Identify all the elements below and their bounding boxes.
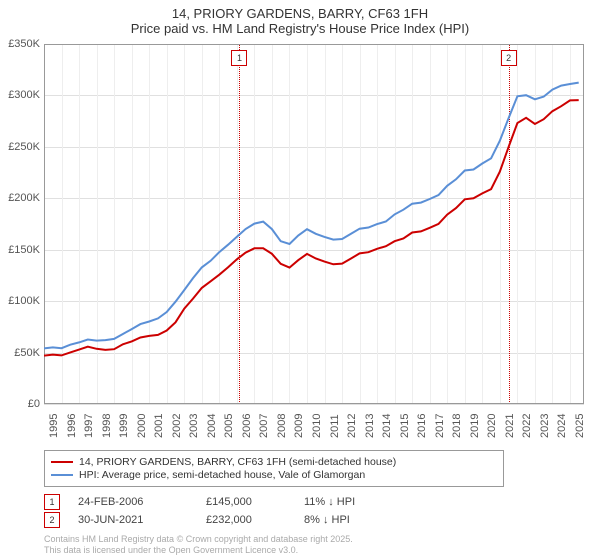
attribution-line1: Contains HM Land Registry data © Crown c… <box>44 534 353 545</box>
chart-container: 14, PRIORY GARDENS, BARRY, CF63 1FH Pric… <box>0 0 600 560</box>
xtick-label: 2018 <box>451 414 463 438</box>
xtick-label: 2021 <box>504 414 516 438</box>
xtick-label: 1995 <box>48 414 60 438</box>
xtick-label: 1996 <box>66 414 78 438</box>
xtick-label: 2010 <box>311 414 323 438</box>
ytick-label: £250K <box>0 141 40 153</box>
sale-delta: 8% ↓ HPI <box>304 514 394 526</box>
ytick-label: £300K <box>0 89 40 101</box>
xtick-label: 2020 <box>486 414 498 438</box>
ytick-label: £50K <box>0 347 40 359</box>
xtick-label: 2013 <box>364 414 376 438</box>
series-price_paid <box>44 100 579 356</box>
attribution: Contains HM Land Registry data © Crown c… <box>44 534 353 556</box>
sale-date: 30-JUN-2021 <box>78 514 188 526</box>
xtick-label: 2023 <box>539 414 551 438</box>
legend-label: HPI: Average price, semi-detached house,… <box>79 469 365 481</box>
legend: 14, PRIORY GARDENS, BARRY, CF63 1FH (sem… <box>44 450 504 487</box>
xtick-label: 2016 <box>416 414 428 438</box>
sale-delta: 11% ↓ HPI <box>304 496 394 508</box>
xtick-label: 1997 <box>83 414 95 438</box>
sale-date: 24-FEB-2006 <box>78 496 188 508</box>
series-hpi <box>44 83 579 349</box>
sale-price: £145,000 <box>206 496 286 508</box>
xtick-label: 2017 <box>434 414 446 438</box>
xtick-label: 2000 <box>136 414 148 438</box>
xtick-label: 1998 <box>101 414 113 438</box>
xtick-label: 2014 <box>381 414 393 438</box>
sale-marker-badge: 1 <box>44 494 60 510</box>
sale-marker-badge: 2 <box>44 512 60 528</box>
legend-swatch <box>51 461 73 464</box>
xtick-label: 2001 <box>153 414 165 438</box>
xtick-label: 2019 <box>469 414 481 438</box>
attribution-line2: This data is licensed under the Open Gov… <box>44 545 353 556</box>
xtick-label: 2009 <box>293 414 305 438</box>
ytick-label: £0 <box>0 398 40 410</box>
ytick-label: £150K <box>0 244 40 256</box>
xtick-label: 2006 <box>241 414 253 438</box>
xtick-label: 2012 <box>346 414 358 438</box>
gridline-y <box>44 404 584 405</box>
title-line1: 14, PRIORY GARDENS, BARRY, CF63 1FH <box>0 6 600 21</box>
xtick-label: 1999 <box>118 414 130 438</box>
ytick-label: £200K <box>0 192 40 204</box>
xtick-label: 2015 <box>399 414 411 438</box>
sales-table: 1 24-FEB-2006 £145,000 11% ↓ HPI 2 30-JUN-202… <box>44 494 394 530</box>
xtick-label: 2025 <box>574 414 586 438</box>
title-line2: Price paid vs. HM Land Registry's House … <box>0 21 600 36</box>
legend-label: 14, PRIORY GARDENS, BARRY, CF63 1FH (sem… <box>79 456 396 468</box>
xtick-label: 2003 <box>188 414 200 438</box>
line-series <box>44 44 584 404</box>
sale-row: 2 30-JUN-2021 £232,000 8% ↓ HPI <box>44 512 394 528</box>
xtick-label: 2024 <box>556 414 568 438</box>
ytick-label: £100K <box>0 295 40 307</box>
xtick-label: 2008 <box>276 414 288 438</box>
xtick-label: 2004 <box>206 414 218 438</box>
legend-item: 14, PRIORY GARDENS, BARRY, CF63 1FH (sem… <box>51 456 497 468</box>
xtick-label: 2002 <box>171 414 183 438</box>
title-block: 14, PRIORY GARDENS, BARRY, CF63 1FH Pric… <box>0 0 600 36</box>
sale-row: 1 24-FEB-2006 £145,000 11% ↓ HPI <box>44 494 394 510</box>
sale-price: £232,000 <box>206 514 286 526</box>
xtick-label: 2005 <box>223 414 235 438</box>
ytick-label: £350K <box>0 38 40 50</box>
xtick-label: 2022 <box>521 414 533 438</box>
legend-item: HPI: Average price, semi-detached house,… <box>51 469 497 481</box>
legend-swatch <box>51 474 73 477</box>
xtick-label: 2011 <box>329 414 341 438</box>
xtick-label: 2007 <box>258 414 270 438</box>
